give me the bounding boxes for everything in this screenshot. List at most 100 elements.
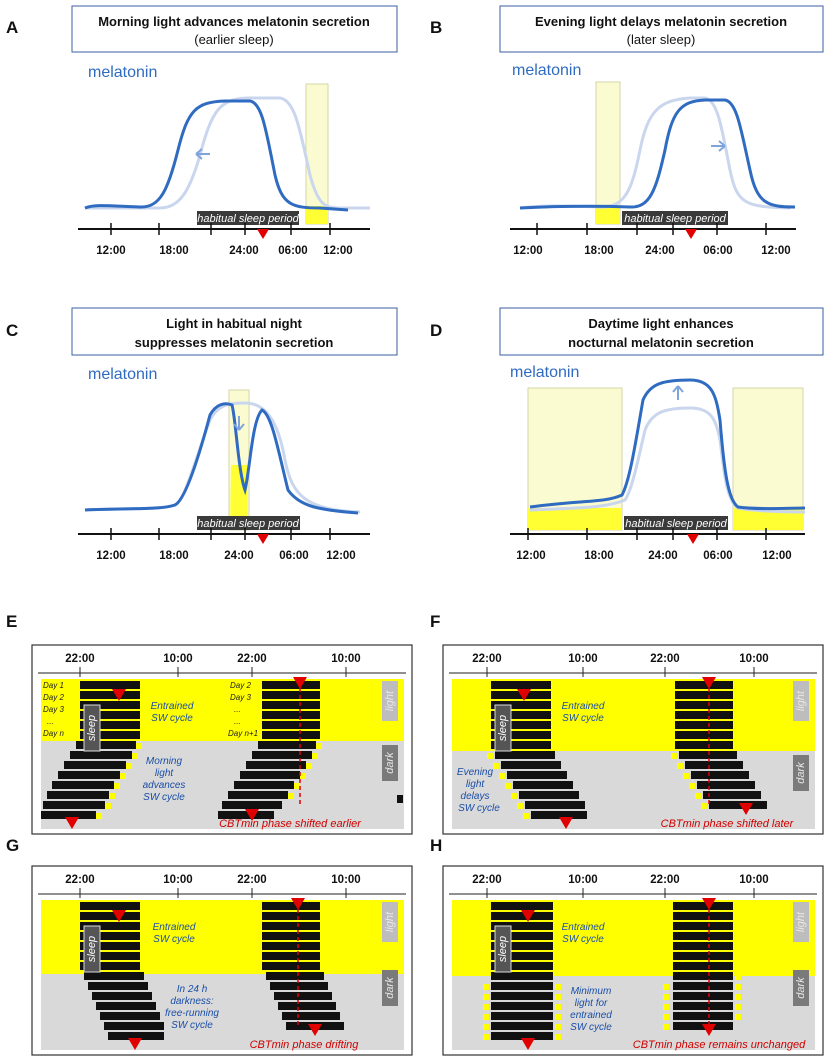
panel-e-day-label: Day 3 [43,705,64,714]
panel-e-cbtmin-marker-bottom-left [65,817,79,829]
panel-f-entrained-line1: Entrained [562,701,605,712]
panel-b-tick: 12:00 [761,245,790,257]
panel-d-sleep-bar [624,516,728,530]
panel-a-sleep-label: habitual sleep period [197,213,299,225]
panel-c-cbtmin-marker [257,534,269,544]
panel-h-entrained-line1: Entrained [562,922,605,933]
panel-g-entrained-line2: SW cycle [153,934,195,945]
panel-a-tick: 12:00 [96,245,125,257]
panel-h-light-label: light [795,911,807,932]
panel-a-shift-arrow [195,148,210,160]
panel-b-title-box [499,5,824,53]
panel-b-tick: 06:00 [703,245,732,257]
panel-c-sleep-label: habitual sleep period [197,518,299,530]
panel-g-tick: 10:00 [331,874,360,886]
panel-g-light-label: light [384,911,396,932]
panel-e-cbtmin-marker-top-left [112,689,126,701]
panel-b-tick: 18:00 [584,245,613,257]
panel-d-cbtmin-marker [687,534,699,544]
panel-b-letter: B [430,18,442,37]
panel-d-enhance-arrow [672,385,684,400]
panel-a-title: Morning light advances melatonin secreti… [98,14,370,29]
panel-a-title-box [71,5,398,53]
panel-f-tick: 10:00 [568,653,597,665]
panel-e-day-label: Day 2 [43,693,64,702]
panel-h-sleep-bars-right [673,902,733,1030]
panel-h-tick: 10:00 [739,874,768,886]
panel-a-melatonin-label: melatonin [88,64,157,81]
panel-g-cbtmin-marker-bottom-right [308,1024,322,1036]
panel-d-melatonin-curve [529,378,806,511]
panel-g-dark-label: dark [384,977,396,999]
panel-d-subtitle: nocturnal melatonin secretion [568,335,754,350]
panel-g: 22:00 10:00 22:00 10:00 sleep En [31,865,413,1056]
panel-b-title: Evening light delays melatonin secretion [535,14,787,29]
panel-h-note-line: SW cycle [570,1022,612,1033]
panel-g-tick: 10:00 [163,874,192,886]
panel-d-melatonin-label: melatonin [510,364,579,381]
panel-h-cbtmin-marker-top-left [521,910,535,922]
panel-e-note-line: SW cycle [143,792,185,803]
panel-g-note-line: SW cycle [171,1020,213,1031]
panel-e-day-label-right: Day n+1 [228,729,258,738]
panel-h-note-line: Minimum [571,986,612,997]
panel-d-light-bar-left [528,508,622,530]
panel-g-note-line: free-running [165,1008,219,1019]
panel-g-sleep-tag [83,925,101,973]
panel-g-letter: G [6,836,19,855]
panel-f-light-pulses-left [487,753,529,819]
panel-e-day-label-right: Day 3 [230,693,251,702]
panel-f-sleep-tag [494,704,512,752]
panel-h-cbt-note: CBTmin phase remains unchanged [633,1039,806,1051]
panel-h-light-tag [793,902,809,942]
panel-e-sleep-label: sleep [86,715,98,741]
panel-a-tick: 24:00 [229,245,258,257]
panel-f-sleep-bars-left [491,681,587,819]
panel-g-dark-tag [382,970,398,1006]
panel-a-light-bar [306,206,328,224]
panel-e-sleep-bars-right [218,681,403,819]
panel-h-tick: 22:00 [650,874,679,886]
panel-f-sleep-bars-right [675,681,767,809]
panel-f-light-label: light [795,690,807,711]
panel-e-day-label: Day n [43,729,64,738]
panel-h-sleep-label: sleep [497,936,509,962]
panel-c-original-curve [84,401,361,514]
panel-g-cbtmin-marker-bottom-left [128,1038,142,1050]
panel-a-tick: 18:00 [159,245,188,257]
panel-e-light-pulses-left [96,743,142,819]
panel-f-tick: 22:00 [650,653,679,665]
panel-f-note-line: light [466,779,486,790]
panel-b-tick: 12:00 [513,245,542,257]
panel-c-tick: 12:00 [96,550,125,562]
panel-g-note-line: darkness: [170,996,214,1007]
panel-e-note-line: light [155,768,175,779]
panel-e: 22:00 10:00 22:00 10:00 [31,644,413,835]
panel-d-letter: D [430,321,442,340]
panel-e-day-label-right: Day 2 [230,681,251,690]
panel-e-tick: 22:00 [65,653,94,665]
panel-e-cbt-note: CBTmin phase shifted earlier [219,818,362,830]
panel-h-tick: 10:00 [568,874,597,886]
panel-h: 22:00 10:00 22:00 10:00 [442,865,824,1056]
panel-a-letter: A [6,18,18,37]
panel-a-tick: 06:00 [278,245,307,257]
panel-h-cbtmin-marker-bottom-left [521,1038,535,1050]
panel-a: A Morning light advances melatonin secre… [6,5,398,257]
panel-c-melatonin-curve [84,402,359,515]
panel-h-entrained-line2: SW cycle [562,934,604,945]
panel-d-tick: 12:00 [762,550,791,562]
panel-c-suppress-arrow [233,416,245,431]
panel-c-title-box [71,307,398,356]
panel-e-day-label-right: ... [234,705,241,714]
panel-e-light-pulses-right [288,743,322,799]
panel-e-day-label-right: ... [234,717,241,726]
panel-h-light-pulses-right [663,974,741,1030]
panel-e-light-area [41,679,404,741]
panel-a-tick: 12:00 [323,245,352,257]
panel-e-tick: 10:00 [163,653,192,665]
panel-e-sleep-tag [83,704,101,752]
panel-f-cbt-note: CBTmin phase shifted later [661,818,795,830]
panel-c-subtitle: suppresses melatonin secretion [135,335,334,350]
panel-d-tick: 24:00 [648,550,677,562]
